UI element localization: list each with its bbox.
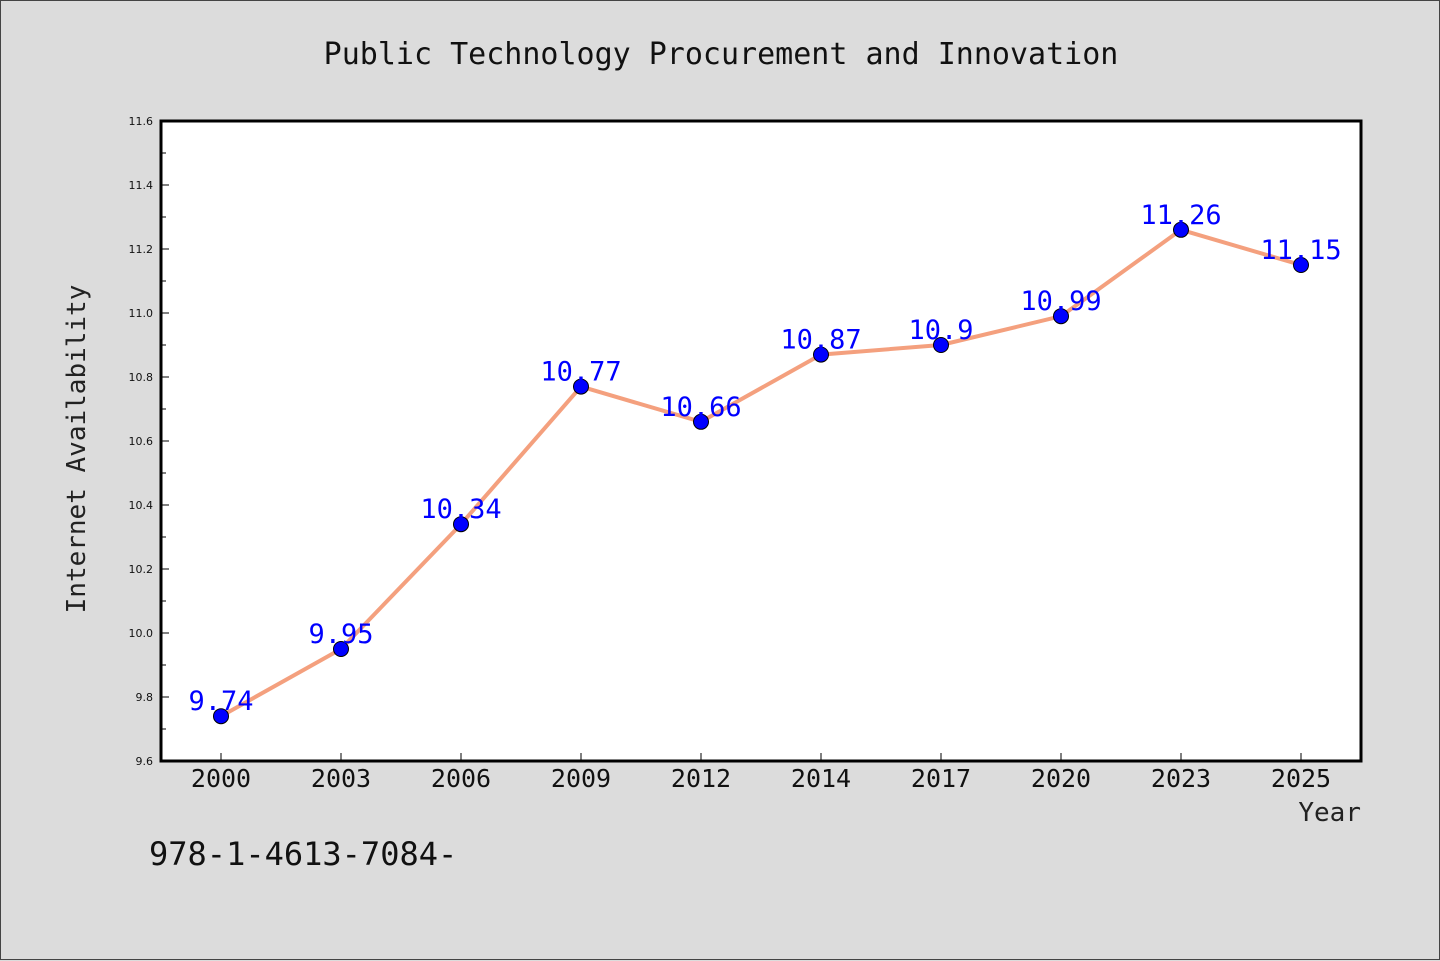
y-tick-label: 9.8 — [136, 691, 154, 704]
x-axis-label: Year — [1298, 798, 1361, 828]
plot-area — [161, 121, 1361, 761]
y-tick-label: 11.4 — [129, 179, 154, 192]
y-tick-label: 10.4 — [129, 499, 154, 512]
y-tick-label: 10.8 — [129, 371, 154, 384]
data-label: 9.95 — [308, 619, 373, 650]
x-tick-label: 2014 — [791, 764, 851, 793]
y-tick-label: 11.0 — [129, 307, 154, 320]
y-tick-label: 10.6 — [129, 435, 154, 448]
data-label: 11.15 — [1260, 235, 1341, 266]
x-tick-label: 2025 — [1271, 764, 1331, 793]
data-point — [453, 516, 469, 533]
data-label: 10.9 — [908, 315, 973, 346]
x-tick-label: 2012 — [671, 764, 731, 793]
x-tick-label: 2000 — [191, 764, 251, 793]
data-point — [1173, 221, 1189, 238]
x-tick-label: 2006 — [431, 764, 491, 793]
y-tick-label: 10.2 — [129, 563, 154, 576]
x-tick-label: 2020 — [1031, 764, 1091, 793]
data-label: 10.34 — [420, 494, 501, 525]
data-point — [1293, 257, 1309, 273]
series-line — [220, 227, 1302, 718]
y-tick-label: 11.6 — [129, 115, 154, 128]
y-axis-label: Internet Availability — [62, 285, 92, 614]
data-point — [333, 641, 349, 657]
data-point — [213, 708, 229, 725]
data-markers — [213, 221, 1309, 725]
y-axis-ticks: 9.6 9.8 10.0 10.2 10.4 10.6 10.8 11.0 11.2 11.4 11… — [129, 115, 169, 768]
data-point — [1053, 308, 1069, 325]
y-tick-label: 9.6 — [136, 755, 154, 768]
data-point — [933, 337, 949, 353]
data-labels: 9.74 9.95 10.34 10.77 10.66 10.87 10.9 10.99 11.… — [188, 200, 1341, 717]
data-point — [813, 346, 829, 363]
data-label: 10.77 — [540, 357, 621, 388]
x-axis-ticks: 2000 2003 2006 2009 2012 2014 2017 2020 2023 2025 — [191, 753, 1331, 793]
plot-frame — [159, 119, 1363, 763]
data-label: 11.26 — [1140, 200, 1221, 231]
y-tick-label: 10.0 — [129, 627, 154, 640]
chart-title: Public Technology Procurement and Innova… — [324, 37, 1119, 72]
data-label: 10.87 — [780, 325, 861, 356]
footer-isbn-text: 978-1-4613-7084- — [149, 835, 457, 873]
x-tick-label: 2003 — [311, 764, 371, 793]
data-label: 9.74 — [188, 686, 253, 717]
data-point — [573, 378, 589, 395]
data-point — [693, 413, 709, 430]
x-tick-label: 2023 — [1151, 764, 1211, 793]
x-tick-label: 2009 — [551, 764, 611, 793]
data-label: 10.66 — [660, 392, 741, 423]
data-label: 10.99 — [1020, 286, 1101, 317]
x-tick-label: 2017 — [911, 764, 971, 793]
y-tick-label: 11.2 — [129, 243, 154, 256]
